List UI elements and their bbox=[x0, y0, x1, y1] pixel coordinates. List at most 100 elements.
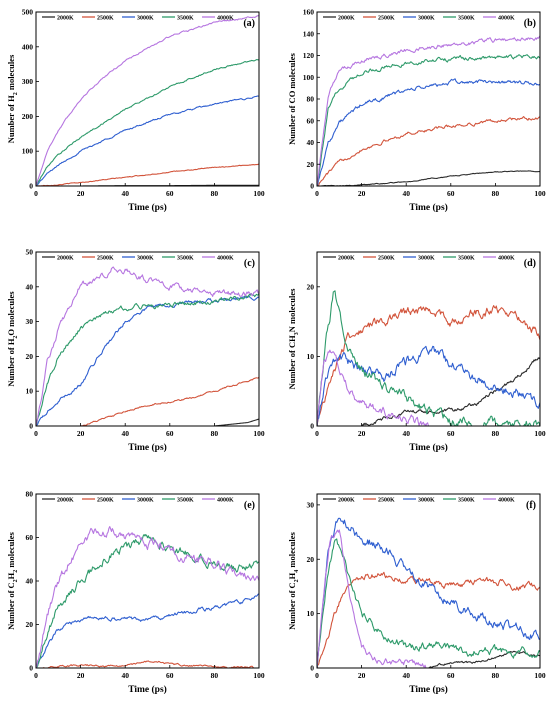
panel-label: (e) bbox=[244, 500, 255, 511]
legend-label-3000K: 3000K bbox=[418, 15, 435, 21]
x-tick-label: 100 bbox=[253, 189, 265, 198]
series-line-3000K bbox=[36, 593, 259, 668]
legend: 2000K 2500K 3000K 3500K 4000K bbox=[323, 497, 515, 503]
panel-label: (c) bbox=[244, 258, 255, 269]
legend-label-2500K: 2500K bbox=[97, 255, 114, 261]
x-tick-label: 60 bbox=[166, 429, 174, 438]
x-axis-label: Time (ps) bbox=[409, 684, 448, 695]
y-tick-label: 20 bbox=[307, 160, 315, 169]
y-tick-label: 40 bbox=[26, 577, 34, 586]
y-tick-label: 80 bbox=[307, 95, 315, 104]
series-line-2500K bbox=[317, 305, 540, 426]
y-axis-label: Number of H2 molecules bbox=[6, 54, 19, 143]
legend-label-2000K: 2000K bbox=[57, 15, 74, 21]
legend-label-2000K: 2000K bbox=[338, 255, 355, 261]
y-tick-label: 100 bbox=[303, 73, 315, 82]
plot-frame bbox=[316, 251, 541, 427]
y-tick-label: 30 bbox=[26, 317, 34, 326]
y-axis-label: Number of C2H2 molecules bbox=[6, 531, 19, 629]
x-tick-label: 40 bbox=[402, 671, 410, 680]
y-tick-label: 60 bbox=[26, 533, 34, 542]
series-line-3000K bbox=[317, 345, 540, 426]
legend-label-2000K: 2000K bbox=[57, 497, 74, 503]
series-group bbox=[36, 526, 259, 668]
y-tick-label: 100 bbox=[22, 147, 34, 156]
legend-label-3000K: 3000K bbox=[137, 15, 154, 21]
x-tick-label: 60 bbox=[166, 189, 174, 198]
y-tick-label: 50 bbox=[26, 248, 34, 257]
x-tick-label: 40 bbox=[121, 429, 129, 438]
x-tick-label: 20 bbox=[358, 189, 366, 198]
series-line-2000K bbox=[317, 170, 540, 186]
legend-label-2000K: 2000K bbox=[338, 497, 355, 503]
y-tick-label: 10 bbox=[26, 387, 34, 396]
x-tick-label: 60 bbox=[447, 671, 455, 680]
series-line-3500K bbox=[317, 538, 540, 668]
x-tick-label: 20 bbox=[77, 671, 85, 680]
legend-label-3500K: 3500K bbox=[458, 15, 475, 21]
series-group bbox=[317, 35, 540, 186]
legend-label-3500K: 3500K bbox=[458, 255, 475, 261]
legend-label-4000K: 4000K bbox=[217, 255, 234, 261]
legend-label-3500K: 3500K bbox=[177, 255, 194, 261]
legend-label-2000K: 2000K bbox=[338, 15, 355, 21]
x-tick-label: 80 bbox=[211, 671, 219, 680]
y-tick-label: 160 bbox=[303, 8, 315, 17]
x-axis-label: Time (ps) bbox=[128, 442, 167, 453]
x-axis-label: Time (ps) bbox=[409, 442, 448, 453]
x-axis-label: Time (ps) bbox=[128, 684, 167, 695]
panel-e: 0 20 40 60 80 100 0 20 40 60 80 Time (ps) Number of … bbox=[6, 490, 265, 696]
series-line-4000K bbox=[36, 526, 259, 668]
y-tick-label: 0 bbox=[29, 182, 33, 191]
panel-d: 0 20 40 60 80 100 0 10 20 Time (ps) Number of CH3N… bbox=[287, 251, 546, 453]
y-tick-label: 60 bbox=[307, 116, 315, 125]
x-tick-label: 80 bbox=[211, 429, 219, 438]
x-tick-label: 0 bbox=[315, 429, 319, 438]
series-line-4000K bbox=[317, 349, 540, 426]
legend-label-3500K: 3500K bbox=[177, 15, 194, 21]
series-line-2500K bbox=[36, 376, 259, 426]
y-tick-label: 20 bbox=[307, 282, 315, 291]
x-axis-label: Time (ps) bbox=[128, 202, 167, 213]
y-tick-label: 20 bbox=[307, 555, 315, 564]
series-line-3000K bbox=[317, 78, 540, 186]
y-tick-label: 30 bbox=[307, 500, 315, 509]
legend: 2000K 2500K 3000K 3500K 4000K bbox=[42, 255, 234, 261]
x-tick-label: 80 bbox=[492, 429, 500, 438]
series-line-3000K bbox=[317, 517, 540, 668]
y-tick-label: 20 bbox=[26, 620, 34, 629]
series-group bbox=[317, 517, 540, 668]
legend: 2000K 2500K 3000K 3500K 4000K bbox=[323, 15, 515, 21]
x-tick-label: 40 bbox=[121, 189, 129, 198]
panel-a: 0 20 40 60 80 100 0 100 200 300 400 500 Time (ps) Num… bbox=[6, 8, 265, 214]
y-tick-label: 400 bbox=[22, 42, 34, 51]
legend-label-4000K: 4000K bbox=[498, 15, 515, 21]
series-line-4000K bbox=[317, 529, 540, 668]
legend: 2000K 2500K 3000K 3500K 4000K bbox=[42, 497, 234, 503]
series-line-2500K bbox=[36, 163, 259, 186]
panel-label: (d) bbox=[524, 258, 536, 269]
legend: 2000K 2500K 3000K 3500K 4000K bbox=[42, 15, 234, 21]
x-tick-label: 60 bbox=[447, 189, 455, 198]
series-line-3500K bbox=[36, 533, 259, 668]
x-tick-label: 0 bbox=[315, 671, 319, 680]
x-axis-label: Time (ps) bbox=[409, 202, 448, 213]
y-tick-label: 140 bbox=[303, 29, 315, 38]
series-line-3500K bbox=[317, 54, 540, 186]
x-tick-label: 40 bbox=[402, 189, 410, 198]
x-tick-label: 40 bbox=[402, 429, 410, 438]
y-tick-label: 300 bbox=[22, 77, 34, 86]
y-tick-label: 80 bbox=[26, 490, 34, 499]
y-axis-label: Number of CH3N molecules bbox=[287, 288, 300, 390]
y-tick-label: 40 bbox=[307, 138, 315, 147]
legend: 2000K 2500K 3000K 3500K 4000K bbox=[323, 255, 515, 261]
y-tick-label: 0 bbox=[310, 182, 314, 191]
x-tick-label: 100 bbox=[534, 671, 546, 680]
x-tick-label: 0 bbox=[315, 189, 319, 198]
x-tick-label: 80 bbox=[492, 189, 500, 198]
x-tick-label: 60 bbox=[447, 429, 455, 438]
series-group bbox=[36, 266, 259, 426]
x-tick-label: 100 bbox=[253, 671, 265, 680]
plot-frame bbox=[35, 251, 260, 427]
